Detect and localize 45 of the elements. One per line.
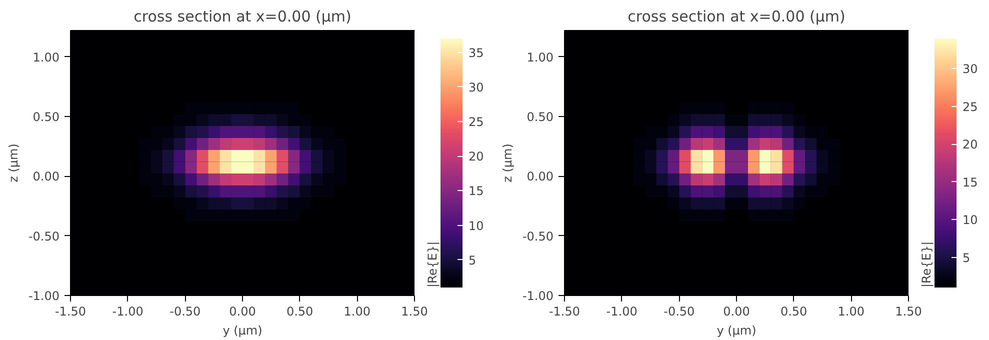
x-axis-title: y (μm) <box>222 324 262 338</box>
x-tick-label: -1.00 <box>112 304 144 318</box>
color-bar-title: |Re{E}| <box>920 241 934 288</box>
y-tick-label: -1.00 <box>28 289 60 303</box>
y-tick-label: -1.00 <box>522 289 554 303</box>
x-tick-label: 1.50 <box>401 304 428 318</box>
color-bar-label: 15 <box>962 175 978 190</box>
color-bar-label: 30 <box>962 62 978 76</box>
y-tick-label: 1.00 <box>32 50 60 64</box>
color-bar-label: 25 <box>468 115 484 129</box>
color-bar-label: 5 <box>468 253 476 268</box>
x-tick-label: 1.00 <box>838 304 865 318</box>
y-axis-title: z (μm) <box>500 144 514 182</box>
chart-title: cross section at x=0.00 (μm) <box>134 8 352 26</box>
color-bar-label: 10 <box>468 218 484 233</box>
x-tick-label: -0.50 <box>664 304 695 318</box>
x-tick-label: -1.50 <box>54 304 86 318</box>
y-tick-label: 1.00 <box>526 50 554 64</box>
y-tick-label: 0.00 <box>32 170 60 184</box>
y-tick-label: 0.50 <box>526 110 554 124</box>
color-bar-label: 25 <box>962 100 978 114</box>
x-tick-label: 0.00 <box>229 304 256 318</box>
color-bar-label: 30 <box>468 80 484 94</box>
y-tick-label: 0.50 <box>32 110 60 124</box>
x-tick-label: 1.50 <box>895 304 922 318</box>
color-bar-label: 20 <box>468 150 484 164</box>
x-tick-label: 0.50 <box>286 304 314 318</box>
x-tick-label: -1.00 <box>606 304 638 318</box>
y-tick-label: -0.50 <box>522 229 554 244</box>
color-bar-label: 20 <box>962 138 978 152</box>
x-axis-title: y (μm) <box>716 324 756 338</box>
x-tick-label: 0.50 <box>780 304 808 318</box>
y-axis-title: z (μm) <box>6 144 20 182</box>
color-bar-label: 15 <box>468 184 484 198</box>
color-bar-label: 35 <box>468 46 484 60</box>
y-tick-label: 0.00 <box>526 170 554 184</box>
x-tick-label: 0.00 <box>723 304 750 318</box>
color-bar-title: |Re{E}| <box>426 241 440 288</box>
x-tick-label: -1.50 <box>548 304 580 318</box>
color-bar-label: 10 <box>962 213 978 228</box>
chart-title: cross section at x=0.00 (μm) <box>628 8 846 26</box>
x-tick-label: -0.50 <box>170 304 201 318</box>
y-tick-label: -0.50 <box>28 229 60 244</box>
color-bar-label: 5 <box>962 250 970 265</box>
x-tick-label: 1.00 <box>344 304 371 318</box>
